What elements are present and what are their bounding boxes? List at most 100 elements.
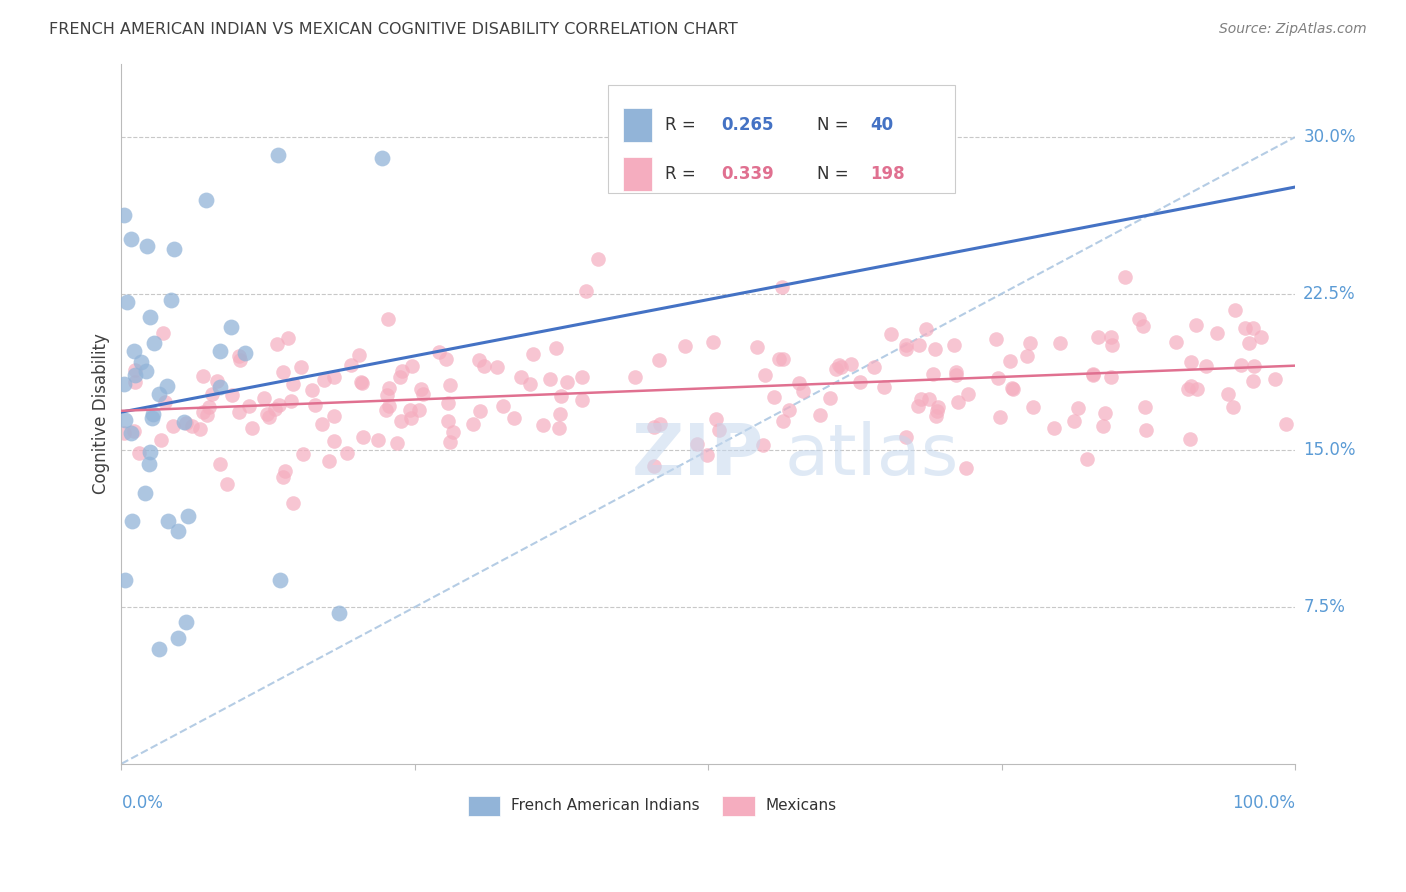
Point (314, 373, 336, 387)
Point (643, 458, 665, 473)
Text: 0.0%: 0.0% (121, 794, 163, 813)
Point (772, 351, 794, 366)
Point (531, 417, 554, 432)
Point (924, 409, 946, 424)
Point (1185, 318, 1208, 332)
Point (1076, 451, 1098, 466)
Point (955, 461, 977, 475)
Point (586, 252, 609, 266)
Point (623, 370, 645, 384)
Point (139, 445, 162, 459)
Point (745, 340, 768, 354)
Point (349, 348, 371, 362)
Point (924, 342, 946, 356)
Point (914, 322, 936, 336)
Point (910, 392, 932, 407)
Text: N =: N = (817, 165, 855, 183)
Point (129, 355, 152, 369)
Point (1001, 381, 1024, 395)
Point (643, 420, 665, 434)
Point (1081, 367, 1104, 381)
Point (436, 352, 458, 367)
Point (173, 416, 195, 430)
Point (159, 293, 181, 307)
Point (752, 438, 775, 452)
Point (153, 394, 176, 409)
Point (256, 407, 278, 421)
Point (150, 434, 173, 448)
Point (1000, 353, 1022, 368)
Point (575, 284, 598, 298)
Point (1099, 370, 1122, 384)
Point (927, 400, 949, 414)
Point (389, 370, 412, 384)
Point (1063, 414, 1085, 428)
Point (252, 392, 274, 406)
Point (754, 368, 776, 383)
Text: FRENCH AMERICAN INDIAN VS MEXICAN COGNITIVE DISABILITY CORRELATION CHART: FRENCH AMERICAN INDIAN VS MEXICAN COGNIT… (49, 22, 738, 37)
Point (311, 417, 333, 431)
Text: atlas: atlas (785, 421, 959, 491)
Bar (723, 796, 755, 815)
Point (1135, 424, 1157, 438)
Point (1067, 401, 1090, 415)
Point (1133, 401, 1156, 415)
Point (191, 368, 214, 383)
Point (263, 402, 285, 417)
Point (114, 413, 136, 427)
Point (221, 387, 243, 401)
Point (548, 407, 571, 421)
Point (1241, 321, 1264, 335)
Point (228, 405, 250, 419)
Point (228, 349, 250, 363)
Point (290, 360, 312, 375)
Point (301, 383, 323, 397)
Point (112, 426, 135, 441)
Point (114, 573, 136, 587)
Point (340, 359, 363, 373)
Point (894, 342, 917, 356)
Point (323, 434, 346, 448)
Point (177, 508, 200, 523)
Text: 198: 198 (870, 165, 904, 183)
Bar (468, 796, 501, 815)
Point (1019, 336, 1042, 351)
Y-axis label: Cognitive Disability: Cognitive Disability (93, 334, 110, 494)
Point (839, 357, 862, 371)
Point (986, 332, 1008, 346)
Point (894, 338, 917, 352)
Point (292, 447, 315, 461)
Point (208, 343, 231, 358)
Point (1275, 417, 1298, 431)
Point (1177, 382, 1199, 396)
Point (112, 377, 135, 392)
Point (322, 370, 344, 384)
Point (1229, 359, 1251, 373)
Text: French American Indians: French American Indians (510, 798, 700, 814)
Point (174, 417, 197, 431)
Point (124, 363, 146, 377)
Point (686, 437, 709, 451)
Point (208, 457, 231, 471)
Point (194, 193, 217, 207)
Point (181, 418, 204, 433)
Point (1099, 330, 1122, 344)
Point (124, 368, 146, 383)
Point (398, 402, 420, 417)
Point (391, 414, 413, 428)
Point (1049, 335, 1071, 350)
Point (1114, 269, 1136, 284)
Point (987, 370, 1010, 384)
Point (229, 352, 252, 367)
Point (648, 417, 671, 432)
Point (195, 408, 218, 422)
Point (704, 412, 727, 426)
Point (124, 343, 146, 358)
Point (401, 359, 423, 373)
Point (1264, 372, 1286, 386)
Point (824, 361, 846, 376)
Point (166, 632, 188, 646)
Point (1101, 338, 1123, 352)
Point (1042, 421, 1064, 435)
Point (281, 377, 304, 392)
